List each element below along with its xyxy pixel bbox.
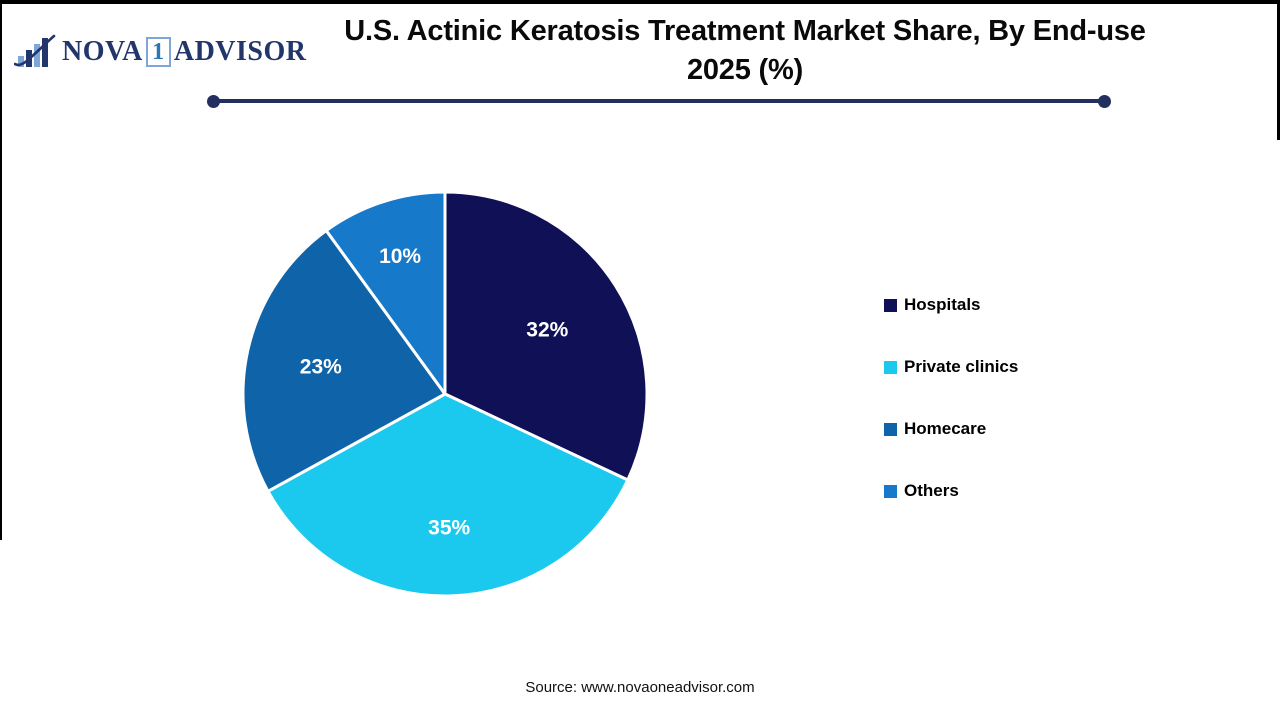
legend-swatch-icon — [884, 484, 897, 498]
pie-slice-label-hospitals: 32% — [526, 318, 568, 341]
logo-one-box: 1 — [145, 37, 171, 67]
screenshot-border-right — [1277, 0, 1280, 140]
pie-slice-private-clinics — [266, 392, 630, 598]
chart-title-line1: U.S. Actinic Keratosis Treatment Market … — [344, 15, 1146, 47]
pie-slice-label-homecare: 23% — [300, 356, 342, 379]
nova-one-advisor-logo: NOVA 1 ADVISOR — [14, 34, 306, 70]
legend: Hospitals Private clinics Homecare Others — [884, 295, 1019, 500]
pie-slice-others — [324, 190, 447, 396]
legend-item-others: Others — [884, 481, 1018, 500]
pie-chart: 32% 35% 23% 10% — [241, 190, 649, 598]
logo-word-nova: NOVA — [62, 36, 143, 67]
screenshot-border-left — [0, 0, 2, 540]
legend-item-hospitals: Hospitals — [884, 295, 1018, 314]
pie-chart-container: 32% 35% 23% 10% — [240, 189, 650, 599]
legend-swatch-icon — [884, 360, 897, 374]
legend-label: Homecare — [904, 419, 987, 438]
screenshot-border-top — [0, 0, 1280, 4]
legend-label: Private clinics — [904, 357, 1019, 376]
legend-swatch-icon — [884, 298, 897, 312]
pie-slice-label-others: 10% — [379, 245, 421, 268]
legend-item-homecare: Homecare — [884, 419, 1018, 438]
logo-word-advisor: ADVISOR — [173, 36, 307, 67]
legend-label: Others — [904, 481, 959, 500]
legend-item-private-clinics: Private clinics — [884, 357, 1019, 376]
title-underline-rule — [207, 94, 1111, 108]
logo-wordmark: NOVA 1 ADVISOR — [62, 36, 306, 68]
bar-chart-swoosh-icon — [14, 34, 56, 67]
chart-title: U.S. Actinic Keratosis Treatment Market … — [270, 12, 1220, 90]
pie-slice-homecare — [241, 229, 447, 493]
pie-slice-label-private-clinics: 35% — [428, 517, 470, 540]
source-attribution: Source: www.novaoneadvisor.com — [525, 679, 755, 696]
legend-label: Hospitals — [904, 295, 981, 314]
legend-swatch-icon — [884, 422, 897, 436]
chart-title-line2: 2025 (%) — [686, 54, 804, 86]
pie-slice-hospitals — [443, 190, 649, 482]
